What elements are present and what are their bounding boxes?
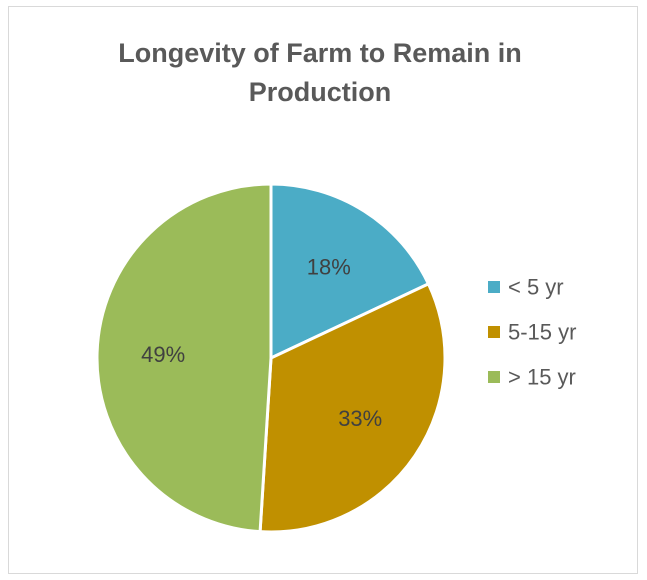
legend-swatch-3	[488, 371, 500, 383]
pie-slice-2	[258, 282, 447, 534]
pie-slices	[95, 182, 447, 534]
legend-label-2: 5-15 yr	[508, 320, 576, 345]
pie-slice-1	[269, 182, 430, 360]
pie-slice-3	[95, 182, 273, 534]
legend-label-3: > 15 yr	[508, 365, 576, 390]
legend-label-1: < 5 yr	[508, 275, 564, 300]
data-label-2: 33%	[338, 406, 382, 431]
chart-title: Longevity of Farm to Remain in Productio…	[118, 38, 522, 107]
legend-swatch-2	[488, 326, 500, 338]
data-labels: 18% 33% 49%	[141, 254, 382, 431]
legend: < 5 yr 5-15 yr > 15 yr	[488, 275, 576, 390]
data-label-1: 18%	[307, 254, 351, 279]
data-label-3: 49%	[141, 342, 185, 367]
legend-swatch-1	[488, 281, 500, 293]
